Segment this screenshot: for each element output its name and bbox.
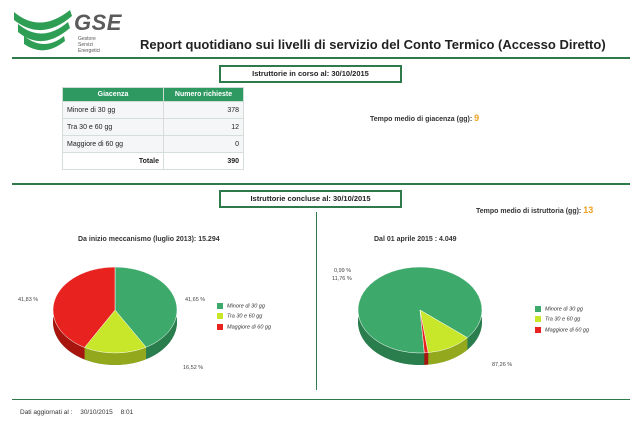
- gse-logo: GSE Gestore Servizi Energetici: [12, 6, 132, 58]
- pie1-label-tra: 16,52 %: [183, 365, 204, 371]
- legend-item: Maggiore di 60 gg: [535, 326, 590, 334]
- pie-slice-side-maggiore: [424, 352, 429, 365]
- tempo-istruttoria-label: Tempo medio di istruttoria (gg):: [476, 208, 582, 215]
- pie-slice-maggiore: [52, 266, 116, 348]
- pie1-label-minore: 41,65 %: [185, 297, 206, 303]
- chart2-title: Dal 01 aprile 2015 : 4.049: [374, 236, 457, 243]
- legend-label: Minore di 30 gg: [545, 306, 583, 313]
- pie-slice-maggiore: [419, 309, 429, 354]
- pie2-legend: Minore di 30 gg Tra 30 e 60 gg Maggiore …: [535, 306, 589, 333]
- footer-time: 8:01: [120, 409, 134, 416]
- footer: Dati aggiornati al : 30/10/2015 8:01: [20, 409, 139, 416]
- section-concluse-header: Istruttorie concluse al: 30/10/2015: [219, 190, 402, 208]
- pie2-label-tra: 11,76 %: [332, 276, 352, 282]
- legend-label: Minore di 30 gg: [227, 303, 265, 310]
- legend-swatch-green: [217, 303, 223, 309]
- section-divider: [12, 183, 630, 185]
- legend-item: Minore di 30 gg: [217, 303, 271, 309]
- legend-swatch-green: [535, 306, 541, 312]
- logo-sub-2: Servizi: [78, 42, 94, 48]
- row-label: Minore di 30 gg: [62, 101, 164, 119]
- legend-swatch-yellow: [217, 313, 223, 320]
- logo-text: GSE: [74, 10, 122, 35]
- vertical-divider: [316, 212, 317, 390]
- row-label: Maggiore di 60 gg: [62, 135, 164, 153]
- tempo-giacenza-label: Tempo medio di giacenza (gg):: [370, 116, 473, 123]
- footer-divider: [12, 399, 630, 400]
- title-divider: [12, 57, 630, 59]
- table-header-numero: Numero richieste: [163, 87, 244, 102]
- gse-logo-icon: [14, 10, 72, 51]
- page-title: Report quotidiano sui livelli di servizi…: [140, 37, 606, 52]
- pie2-label-minore: 87,26 %: [492, 362, 513, 368]
- pie-slice-minore: [357, 266, 483, 354]
- pie-slice-minore: [114, 266, 178, 348]
- tempo-giacenza-value: 9: [474, 113, 480, 123]
- row-value: 12: [163, 118, 244, 136]
- table-total-row: Totale 390: [62, 152, 244, 170]
- pie-slice-tra: [84, 309, 147, 354]
- tempo-giacenza: Tempo medio di giacenza (gg): 9: [370, 113, 479, 123]
- footer-date: 30/10/2015: [80, 409, 113, 416]
- legend-swatch-red: [217, 323, 223, 330]
- pie-chart-1: [52, 266, 178, 365]
- legend-item: Maggiore di 60 gg: [217, 323, 272, 331]
- giacenza-table: Giacenza Numero richieste Minore di 30 g…: [62, 87, 244, 170]
- tempo-istruttoria: Tempo medio di istruttoria (gg): 13: [476, 205, 593, 215]
- footer-label: Dati aggiornati al :: [20, 409, 73, 416]
- legend-label: Tra 30 e 60 gg: [227, 313, 263, 320]
- pie1-legend: Minore di 30 gg Tra 30 e 60 gg Maggiore …: [217, 303, 271, 330]
- logo-sub-1: Gestore: [78, 36, 96, 42]
- table-row: Minore di 30 gg 378: [62, 101, 244, 119]
- legend-item: Minore di 30 gg: [535, 306, 589, 312]
- pie-chart-2: [357, 266, 483, 365]
- table-row: Tra 30 e 60 gg 12: [62, 118, 244, 136]
- tempo-istruttoria-value: 13: [583, 205, 594, 215]
- total-label: Totale: [62, 152, 164, 170]
- legend-item: Tra 30 e 60 gg: [217, 313, 271, 320]
- pie2-label-maggiore: 0,99 %: [334, 268, 352, 274]
- legend-swatch-red: [535, 326, 541, 333]
- row-label: Tra 30 e 60 gg: [62, 118, 164, 136]
- row-value: 378: [163, 101, 244, 119]
- legend-label: Tra 30 e 60 gg: [545, 316, 581, 323]
- chart1-title: Da inizio meccanismo (luglio 2013): 15.2…: [78, 236, 220, 243]
- section-in-corso-header: Istruttorie in corso al: 30/10/2015: [219, 65, 402, 83]
- row-value: 0: [163, 135, 244, 153]
- table-header-giacenza: Giacenza: [62, 87, 164, 102]
- legend-swatch-yellow: [535, 316, 541, 323]
- legend-item: Tra 30 e 60 gg: [535, 316, 589, 323]
- table-row: Maggiore di 60 gg 0: [62, 135, 244, 153]
- legend-label: Maggiore di 60 gg: [545, 327, 590, 334]
- pie1-label-maggiore: 41,83 %: [18, 297, 39, 303]
- legend-label: Maggiore di 60 gg: [227, 324, 272, 331]
- total-value: 390: [163, 152, 244, 170]
- logo-sub-3: Energetici: [78, 48, 101, 54]
